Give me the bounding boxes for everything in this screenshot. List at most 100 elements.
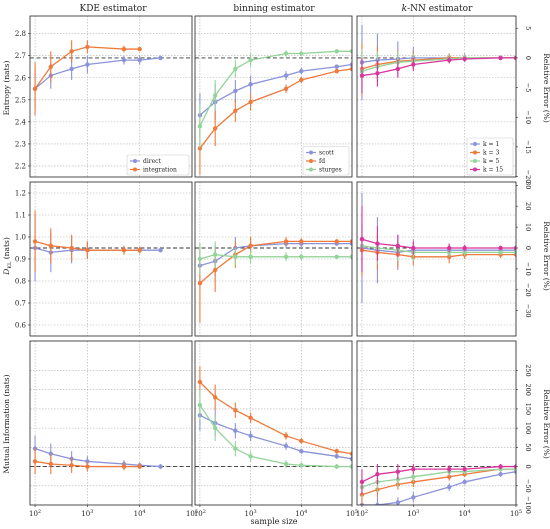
- data-point: [283, 86, 289, 91]
- data-point: [121, 248, 127, 253]
- panel-dkl-1: [194, 181, 353, 337]
- data-point: [212, 425, 218, 431]
- data-point: [349, 254, 352, 259]
- data-point: [48, 64, 54, 69]
- legend-swatch-marker: [133, 159, 137, 163]
- series-group: [359, 24, 516, 100]
- x-tick-label: 104: [295, 509, 307, 518]
- data-point: [48, 461, 54, 467]
- panel-frame: [356, 181, 517, 337]
- data-point: [462, 479, 467, 485]
- data-point: [513, 55, 516, 61]
- series-line-orange: [199, 240, 352, 284]
- right-y-tick-label: −10: [524, 110, 532, 124]
- legend-swatch-marker: [473, 142, 477, 146]
- y-tick-label: 0.7: [15, 300, 26, 308]
- series-line-orange: [199, 381, 352, 455]
- legend-label: integration: [143, 167, 177, 174]
- x-tick-exponent: 4: [468, 509, 471, 515]
- data-point: [299, 51, 304, 56]
- panel-dkl-2: 30 20 10 0 −10 −20 −30: [356, 181, 532, 337]
- right-y-tick-label: 250: [524, 364, 532, 376]
- series-line-blue: [199, 414, 352, 460]
- data-point: [283, 254, 289, 259]
- legend-swatch-marker: [473, 159, 477, 163]
- y-tick-label: 2.8: [15, 30, 26, 38]
- y-tick-label: 1.2: [15, 190, 26, 198]
- data-point: [513, 245, 516, 251]
- data-point: [197, 124, 203, 129]
- x-tick-base: 10: [186, 510, 195, 518]
- data-point: [375, 502, 380, 505]
- ylabel-dkl: DKL (nats): [2, 237, 13, 276]
- data-point: [212, 267, 218, 273]
- series-line-magenta: [361, 57, 516, 77]
- data-point: [299, 463, 304, 468]
- data-point: [498, 55, 503, 61]
- data-point: [212, 93, 218, 98]
- right-y-tick-label: 0: [524, 246, 532, 250]
- data-point: [447, 466, 452, 472]
- series-line-blue: [199, 63, 352, 116]
- right-y-tick-label: 30: [524, 181, 532, 189]
- legend-swatch-marker: [473, 150, 477, 155]
- data-point: [212, 252, 218, 257]
- data-point: [137, 57, 142, 63]
- data-point: [513, 250, 516, 255]
- data-point: [248, 454, 253, 459]
- data-point: [121, 46, 127, 52]
- x-tick-base: 10: [510, 510, 519, 518]
- legend-label: fd: [319, 158, 325, 165]
- ylabel-dkl-unit: (nats): [2, 237, 11, 261]
- data-point: [462, 466, 467, 472]
- panel-frame: [356, 15, 517, 178]
- data-point: [283, 433, 289, 439]
- right-y-tick-label: −50: [524, 479, 532, 493]
- x-tick-exponent: 2: [203, 509, 206, 515]
- data-point: [462, 56, 467, 62]
- panel-frame: [194, 181, 353, 337]
- data-point: [233, 446, 238, 451]
- x-tick-exponent: 3: [90, 509, 93, 515]
- x-tick-label: 105: [510, 509, 522, 518]
- x-tick-label: 102: [194, 509, 206, 518]
- x-tick-exponent: 3: [253, 509, 256, 515]
- series-line-green: [199, 50, 352, 127]
- data-point: [69, 245, 74, 251]
- data-point: [447, 245, 452, 251]
- ylabel-dkl-subscript: KL: [7, 261, 13, 269]
- right-y-tick-label: 50: [524, 443, 532, 451]
- y-tick-label: 0.9: [15, 256, 26, 264]
- panel-frame: [194, 15, 353, 178]
- x-tick-label: 103: [81, 509, 93, 518]
- data-point: [48, 243, 54, 248]
- data-point: [212, 126, 218, 131]
- right-y-tick-label: 100: [524, 422, 532, 434]
- data-point: [283, 51, 289, 56]
- legend-label: k = 5: [483, 158, 499, 165]
- data-point: [447, 57, 452, 63]
- data-point: [334, 49, 339, 54]
- x-tick-base: 10: [295, 510, 304, 518]
- data-point: [248, 99, 253, 105]
- data-point: [299, 438, 304, 444]
- data-point: [283, 443, 289, 449]
- data-point: [411, 495, 416, 500]
- data-point: [233, 407, 238, 413]
- right-y-tick-label: −15: [524, 140, 532, 154]
- data-point: [299, 68, 304, 74]
- legend-label: scott: [319, 150, 334, 157]
- right-y-tick-label: −30: [524, 304, 532, 318]
- data-point: [248, 254, 253, 259]
- series-line-orange: [361, 249, 516, 258]
- series-line-blue: [34, 57, 161, 90]
- series-line-magenta: [361, 465, 516, 483]
- data-point: [212, 395, 218, 400]
- legend-box: [302, 146, 350, 176]
- x-tick-label: 104: [134, 509, 146, 518]
- data-point: [513, 464, 516, 469]
- x-tick-base: 10: [459, 510, 468, 518]
- data-point: [137, 248, 142, 253]
- data-point: [334, 454, 339, 459]
- data-point: [349, 239, 352, 244]
